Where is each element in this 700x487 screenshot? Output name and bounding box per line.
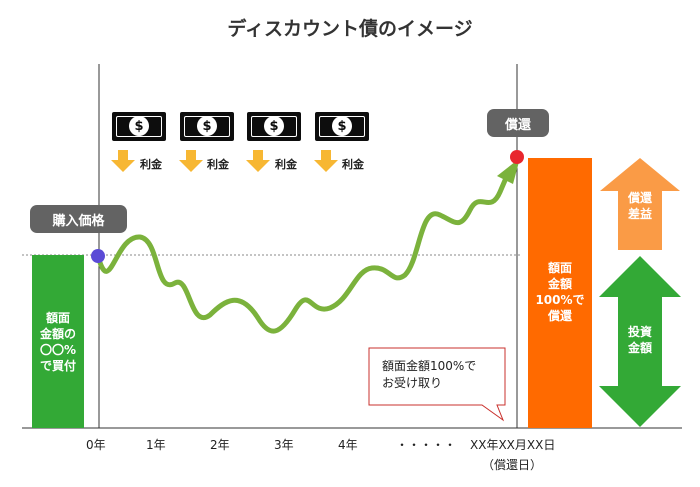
interest-label: 利金	[342, 158, 364, 171]
purchase-price-label: 購入価格	[30, 205, 127, 233]
investment-amount-arrow	[599, 256, 681, 427]
interest-label: 利金	[207, 158, 229, 171]
price-curve	[95, 175, 509, 334]
dollar-bill-icon: $	[180, 112, 234, 141]
x-tick-label: 4年	[338, 438, 358, 452]
interest-label: 利金	[275, 158, 297, 171]
callout-text: 額面金額100%で お受け取り	[382, 359, 477, 390]
redemption-gain-arrow	[600, 158, 680, 250]
x-tick-label: 2年	[210, 438, 230, 452]
dollar-bill-icon: $	[112, 112, 166, 141]
dollar-bill-icon: $	[247, 112, 301, 141]
page-title: ディスカウント債のイメージ	[227, 18, 473, 40]
purchase-point	[91, 249, 105, 263]
interest-label: 利金	[140, 158, 162, 171]
x-tick-label-redemption-date: XX年XX月XX日	[470, 438, 556, 452]
dollar-bill-icon: $	[315, 112, 369, 141]
redemption-block-text: 額面 金額 100%で 償還	[535, 261, 585, 323]
purchase-block-text: 額面 金額の 〇〇% で買付	[39, 311, 77, 373]
x-tick-label: 1年	[146, 438, 166, 452]
purchase-block	[32, 255, 84, 428]
interest-arrow-down-icon	[179, 150, 203, 172]
redemption-point	[510, 150, 524, 164]
interest-arrow-down-icon	[246, 150, 270, 172]
redemption-gain-text: 償還 差益	[627, 191, 652, 221]
interest-arrows	[111, 150, 338, 172]
x-tick-label: 3年	[274, 438, 294, 452]
curve-arrowhead	[497, 158, 520, 184]
redemption-block	[528, 158, 592, 428]
redemption-date-note: （償還日）	[482, 458, 543, 472]
redemption-label: 償還	[487, 109, 549, 137]
x-tick-label: 0年	[86, 438, 106, 452]
interest-arrow-down-icon	[314, 150, 338, 172]
interest-arrow-down-icon	[111, 150, 135, 172]
callout-bubble	[368, 347, 506, 422]
x-tick-label: ・・・・・	[396, 438, 457, 452]
investment-amount-text: 投資 金額	[627, 325, 652, 355]
